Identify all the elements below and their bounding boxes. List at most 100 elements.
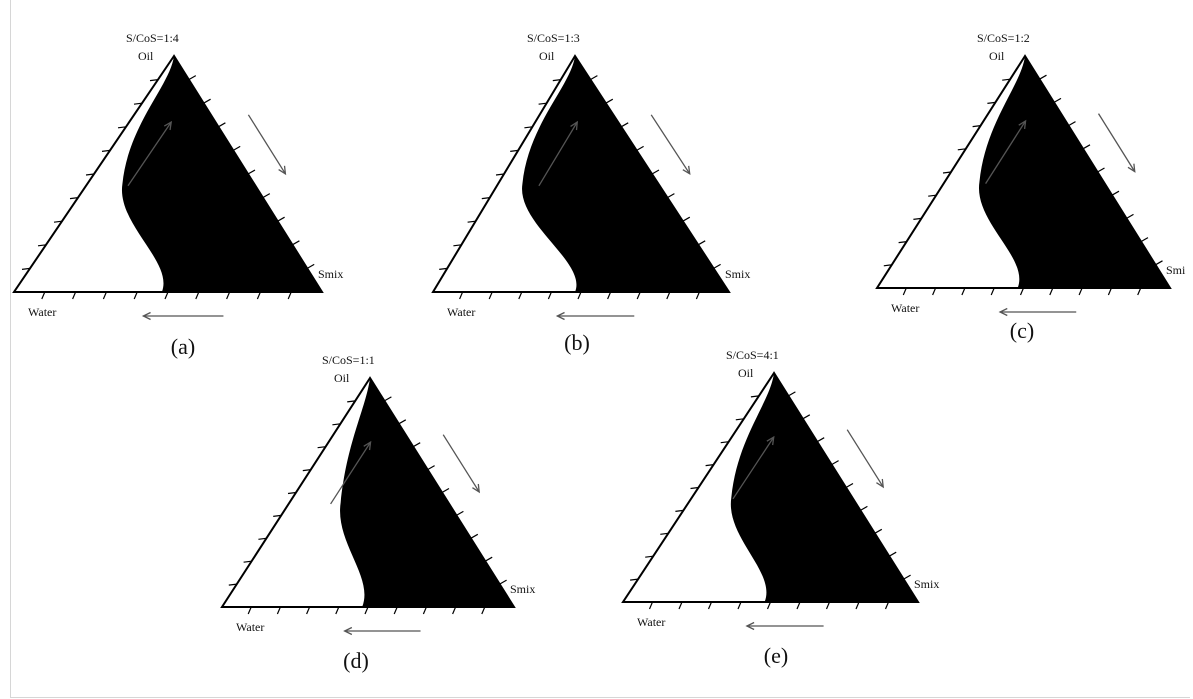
tick [737, 601, 742, 610]
tick [913, 217, 922, 220]
tick [488, 291, 493, 300]
tick [705, 464, 714, 467]
tick [1049, 287, 1054, 296]
tick [1137, 287, 1142, 296]
tick [1082, 144, 1091, 150]
tick [651, 169, 660, 175]
tick [228, 583, 237, 586]
arrow-head [570, 120, 579, 131]
arrow-shaft [538, 121, 578, 187]
tick [1078, 287, 1083, 296]
tick [335, 606, 340, 615]
tick [37, 244, 47, 247]
tick [855, 601, 860, 610]
tick [816, 437, 825, 443]
water-label: Water [637, 615, 665, 629]
tick [226, 291, 231, 300]
ratio-label: S/CoS=1:3 [527, 31, 580, 45]
tick [630, 578, 639, 581]
tick [467, 220, 476, 223]
tick [884, 601, 890, 610]
ratio-label: S/CoS=4:1 [726, 348, 779, 362]
tick [552, 79, 561, 82]
ratio-label: S/CoS=1:1 [322, 353, 375, 367]
tick [302, 469, 311, 472]
tick [441, 487, 450, 494]
bottom-edge-arrow [998, 307, 1077, 317]
tick [682, 216, 691, 222]
tick [547, 291, 552, 300]
tick [903, 574, 911, 580]
arrow-head [998, 307, 1008, 317]
tick [306, 606, 311, 615]
ratio-label: S/CoS=1:4 [126, 31, 179, 45]
tick [802, 414, 811, 420]
tick [287, 491, 297, 495]
tick [538, 102, 547, 105]
arrow-head [876, 478, 884, 489]
tick [277, 216, 285, 222]
arrow-shaft [846, 429, 884, 488]
panel-caption: (d) [343, 648, 369, 673]
two-phase-region [730, 373, 918, 602]
tick [456, 510, 464, 516]
tick [1140, 237, 1149, 243]
tick [620, 122, 629, 128]
arrow-head [472, 483, 480, 494]
tick [788, 391, 796, 397]
bottom-edge-arrow [141, 311, 224, 321]
arrow-shaft [650, 114, 691, 175]
panel-caption: (b) [564, 330, 590, 355]
axis-ticks [439, 75, 721, 300]
arrow-head [278, 165, 287, 176]
tick [243, 560, 252, 563]
tick [987, 101, 996, 104]
tick [481, 197, 490, 200]
tick [735, 418, 744, 421]
tick [1068, 121, 1076, 127]
tick [825, 601, 831, 610]
tick [247, 169, 256, 175]
tick [347, 400, 356, 403]
water-label: Water [447, 305, 475, 319]
tick [273, 514, 282, 517]
tick [117, 126, 127, 129]
tick [384, 396, 392, 402]
tick [942, 171, 952, 174]
tick [484, 556, 493, 562]
tick [427, 465, 435, 471]
tick [766, 601, 772, 610]
tick [69, 197, 79, 200]
tick [306, 263, 315, 269]
tick [149, 79, 159, 82]
left-edge-arrow [330, 440, 372, 505]
tick [1155, 260, 1163, 266]
tick [41, 291, 46, 300]
oil-label: Oil [989, 49, 1005, 63]
arrow-shaft [442, 434, 480, 493]
tick [1002, 78, 1011, 81]
tick [590, 75, 598, 81]
tick [648, 601, 654, 610]
tick [398, 419, 407, 425]
tick [85, 173, 95, 176]
arrow-head [1018, 119, 1027, 129]
arrow-shaft [985, 120, 1027, 184]
tick [195, 291, 200, 300]
tick [957, 148, 966, 151]
oil-label: Oil [539, 49, 555, 63]
tick [470, 533, 479, 539]
tick [713, 263, 721, 269]
left-edge-arrow [732, 435, 775, 500]
tick [796, 601, 801, 610]
two-phase-region [978, 56, 1170, 288]
arrow-head [745, 621, 755, 631]
tick [845, 482, 854, 489]
tick [874, 528, 883, 534]
axis-ticks [883, 74, 1163, 296]
tick [932, 287, 937, 296]
two-phase-region [522, 56, 729, 292]
tick [690, 486, 699, 490]
tick [518, 291, 523, 300]
bottom-edge-arrow [745, 621, 824, 631]
